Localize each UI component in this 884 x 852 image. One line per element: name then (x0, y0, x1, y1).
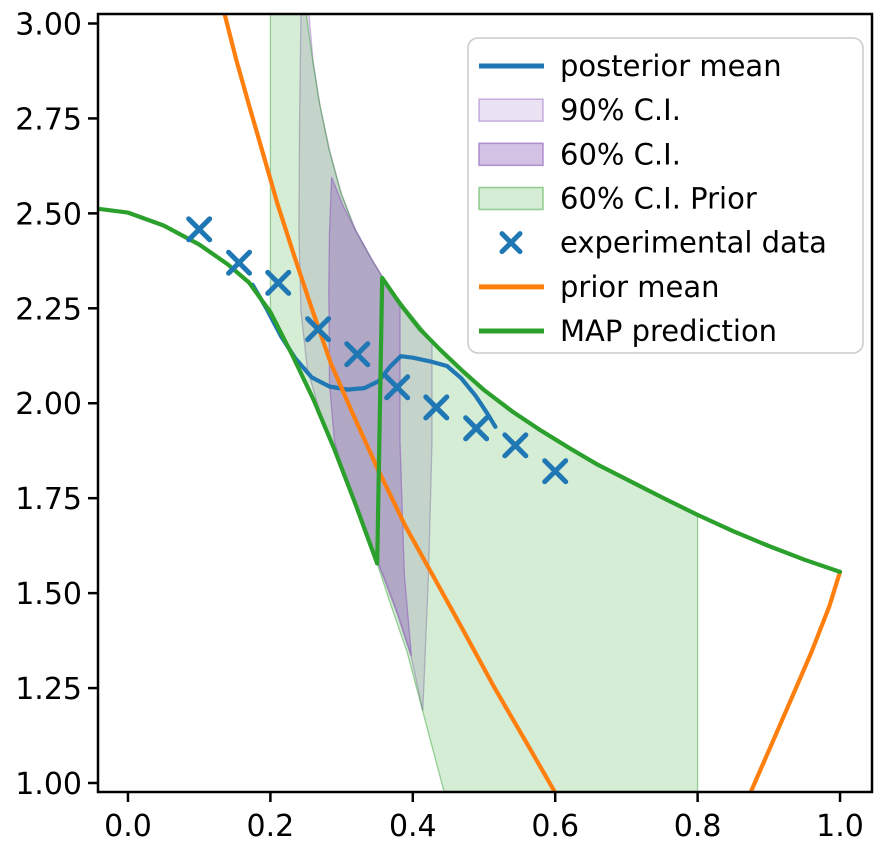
legend-label: MAP prediction (560, 314, 777, 348)
x-axis-tick-label: 0.2 (247, 809, 295, 844)
prior-mean-right-branch-line (748, 569, 843, 792)
y-axis-tick-label: 2.00 (15, 387, 82, 422)
legend-label: 60% C.I. (560, 137, 681, 171)
legend-patch-swatch (478, 98, 544, 122)
legend-label: posterior mean (560, 49, 782, 83)
x-marker (423, 394, 450, 421)
y-axis-tick-label: 2.75 (15, 102, 82, 137)
legend: posterior mean 90% C.I. 60% C.I. 60% C.I. P… (467, 37, 864, 354)
y-axis-tick-label: 2.25 (15, 292, 82, 327)
legend-entry-60-c-i: 60% C.I. (478, 137, 681, 171)
x-axis-tick-label: 0.0 (104, 809, 152, 844)
plot-area (98, 14, 843, 792)
x-marker (463, 415, 490, 442)
y-axis-tick-label: 1.00 (15, 767, 82, 802)
x-marker (542, 458, 569, 485)
y-axis-tick-label: 3.00 (15, 7, 82, 42)
legend-label: 90% C.I. (560, 93, 681, 127)
60-c-i-band (328, 177, 413, 656)
x-marker (265, 269, 292, 296)
legend-entry-posterior-mean: posterior mean (479, 49, 782, 83)
map-prediction-line (98, 206, 843, 574)
y-axis-tick-label: 2.50 (15, 197, 82, 232)
y-axis-tick-label: 1.25 (15, 672, 82, 707)
y-axis-tick-label: 1.75 (15, 482, 82, 517)
legend-label: 60% C.I. Prior (560, 182, 757, 216)
prior-mean-line (222, 14, 558, 792)
legend-x-marker-swatch (499, 231, 523, 255)
legend-entry-prior-mean: prior mean (479, 270, 720, 304)
legend-entry-map-prediction: MAP prediction (479, 314, 777, 348)
y-axis-tick-label: 1.50 (15, 577, 82, 612)
ticks (88, 22, 842, 802)
tick-labels: 0.0 0.2 0.4 0.6 0.8 1.0 1.00 1.25 1.50 1.75 2.00 2.… (15, 7, 864, 844)
legend-entry-60-c-i-prior: 60% C.I. Prior (478, 182, 757, 216)
x-marker (344, 341, 371, 368)
x-marker (305, 316, 332, 343)
x-axis-tick-label: 0.4 (389, 809, 437, 844)
legend-entry-90-c-i: 90% C.I. (478, 93, 681, 127)
x-axis-tick-label: 1.0 (816, 809, 864, 844)
x-axis-tick-label: 0.6 (531, 809, 579, 844)
legend-patch-swatch (478, 142, 544, 167)
x-marker (226, 249, 253, 276)
legend-frame (467, 37, 864, 354)
x-marker (502, 432, 529, 459)
legend-label: prior mean (560, 270, 720, 304)
x-axis-tick-label: 0.8 (674, 809, 722, 844)
x-marker (186, 216, 213, 243)
legend-entry-experimental-data: experimental data (499, 226, 827, 260)
legend-label: experimental data (560, 226, 827, 260)
experimental-data-markers (186, 216, 569, 485)
legend-patch-swatch (478, 186, 544, 211)
x-marker (384, 374, 411, 401)
